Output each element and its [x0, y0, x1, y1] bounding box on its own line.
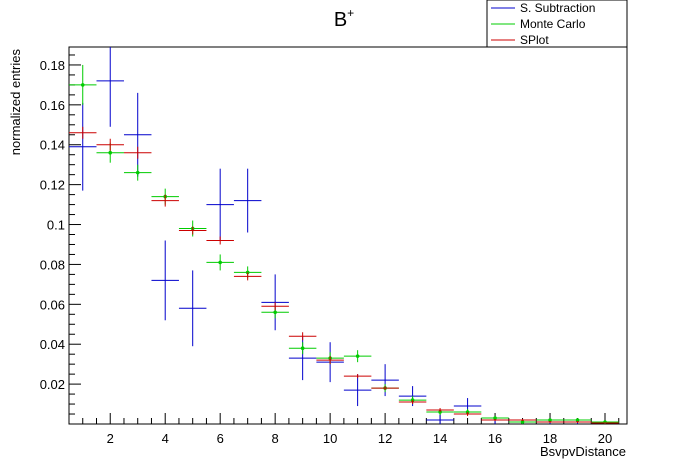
axis-ticks: [69, 54, 620, 424]
data-point-marker: [355, 354, 360, 358]
y-tick-label: 0.04: [40, 337, 65, 352]
x-tick-label: 8: [272, 431, 279, 446]
x-tick-label: 14: [433, 431, 447, 446]
y-tick-label: 0.18: [40, 58, 65, 73]
series-0: [69, 47, 619, 424]
data-point-marker: [218, 260, 222, 265]
data-marks: [69, 47, 619, 424]
y-tick-label: 0.02: [40, 377, 65, 392]
data-point-marker: [273, 310, 277, 315]
x-tick-label: 18: [543, 431, 557, 446]
y-tick-label: 0.1: [47, 218, 65, 233]
legend-label: SPlot: [520, 33, 549, 47]
data-point-marker: [135, 170, 140, 175]
x-tick-label: 10: [323, 431, 337, 446]
x-axis-label: BsvpvDistance: [540, 444, 626, 459]
legend: S. Subtraction Monte Carlo SPlot: [486, 0, 628, 48]
y-tick-label: 0.08: [40, 257, 65, 272]
series-1: [69, 64, 619, 424]
data-point-marker: [300, 346, 305, 351]
y-axis-label: normalized entries: [8, 49, 23, 156]
data-point-marker: [80, 83, 85, 87]
series-2: [69, 126, 619, 424]
chart-title-superscript: +: [347, 6, 354, 20]
chart-title: B+: [334, 6, 354, 31]
legend-label: Monte Carlo: [520, 17, 586, 31]
data-point-marker: [493, 416, 497, 420]
data-point-marker: [108, 150, 113, 155]
x-tick-label: 6: [217, 431, 224, 446]
y-tick-label: 0.12: [40, 178, 65, 193]
plot-frame: [68, 46, 628, 425]
x-tick-label: 20: [598, 431, 612, 446]
axis-tick-labels: 2 4 6 8 10 12 14 16 18 20 0.02 0.04 0.06 0.08 0.1 0.12 0…: [40, 58, 613, 446]
x-tick-label: 16: [488, 431, 502, 446]
chart-title-main: B: [334, 9, 347, 31]
y-tick-label: 0.06: [40, 297, 65, 312]
x-tick-label: 4: [162, 431, 169, 446]
legend-label: S. Subtraction: [520, 1, 595, 15]
x-tick-label: 2: [107, 431, 114, 446]
x-tick-label: 12: [378, 431, 392, 446]
data-point-marker: [520, 420, 525, 424]
data-point-marker: [575, 418, 580, 422]
y-tick-label: 0.16: [40, 98, 65, 113]
data-point-marker: [548, 418, 552, 422]
y-tick-label: 0.14: [40, 138, 65, 153]
